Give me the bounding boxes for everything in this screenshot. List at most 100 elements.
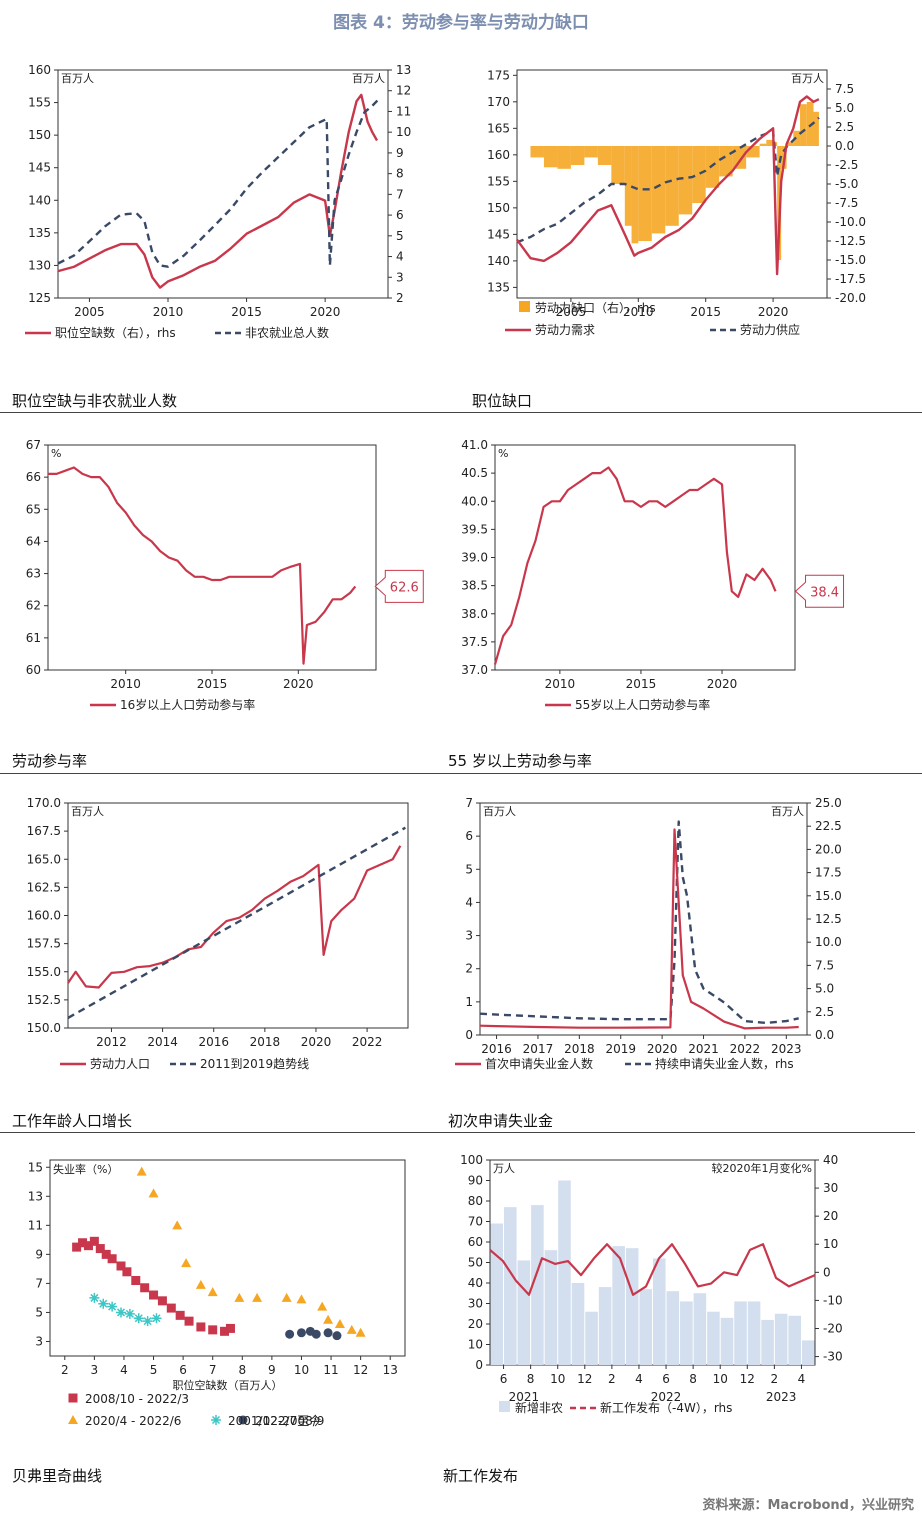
legend-label: 劳动力人口 <box>90 1057 150 1071</box>
y-tick-label: 7 <box>465 796 473 810</box>
scatter-point <box>95 1244 105 1254</box>
scatter-point <box>323 1314 334 1324</box>
legend-swatch <box>211 1415 221 1425</box>
y-tick-label: 162.5 <box>27 880 61 894</box>
series-line-supply <box>516 116 820 244</box>
y2-tick-label: -15.0 <box>835 253 866 267</box>
y2-tick-label: 11 <box>396 104 411 118</box>
y-tick-label: 37.5 <box>461 635 488 649</box>
y2-tick-label: 40 <box>823 1153 838 1167</box>
right-unit-label: 百万人 <box>771 805 804 818</box>
x-tick-label: 2005 <box>556 305 587 319</box>
x-tick-label: 9 <box>268 1363 276 1377</box>
x-tick-label: 12 <box>353 1363 368 1377</box>
scatter-point <box>207 1287 218 1297</box>
y2-tick-label: 7.5 <box>815 958 834 972</box>
bar-nonfarm <box>504 1207 517 1365</box>
y2-tick-label: -30 <box>823 1350 843 1364</box>
legend-label: 持续申请失业金人数，rhs <box>655 1056 794 1071</box>
y-tick-label: 37.0 <box>461 663 488 677</box>
y-tick-label: 30 <box>468 1297 483 1311</box>
bar-nonfarm <box>612 1246 625 1365</box>
y-tick-label: 66 <box>26 470 41 484</box>
caption-2: 职位缺口 <box>472 392 533 410</box>
y-tick-label: 20 <box>468 1317 483 1331</box>
y-tick-label: 140 <box>28 193 51 207</box>
left-unit-label: 百万人 <box>483 805 516 818</box>
y-tick-label: 145 <box>487 227 510 241</box>
y-tick-label: 160 <box>487 148 510 162</box>
chart-vacancies-payrolls: 125 130 135 140 145 150 155 160 2 3 4 5 6 7 8 9 10 11 12 13… <box>0 55 430 380</box>
scatter-point <box>334 1319 345 1329</box>
scatter-point <box>72 1242 82 1252</box>
gap-bar <box>813 111 819 146</box>
x-tick-label: 6 <box>179 1363 187 1377</box>
x-tick-label: 2015 <box>626 677 657 691</box>
x-year-label: 2022 <box>651 1390 682 1404</box>
gap-bar <box>806 101 814 146</box>
divider <box>0 773 922 774</box>
y-tick-label: 157.5 <box>27 937 61 951</box>
caption-5: 工作年龄人口增长 <box>12 1112 133 1130</box>
left-unit-label: % <box>51 447 61 460</box>
chart-svg: 3 5 7 9 11 13 15 2 3 4 5 6 7 8 9 10 11 12 13 失业率（%） 职位空缺数（百万… <box>28 1159 406 1428</box>
y-tick-label: 135 <box>487 280 510 294</box>
legend-swatch <box>499 1401 510 1412</box>
gap-bar <box>766 139 774 146</box>
y2-tick-label: -12.5 <box>835 234 866 248</box>
left-unit-label: 万人 <box>493 1162 515 1175</box>
bar-nonfarm <box>693 1293 707 1365</box>
y-tick-label: 150 <box>487 201 510 215</box>
y-tick-label: 130 <box>28 258 51 272</box>
gap-bar <box>570 146 585 165</box>
x-tick-label: 2019 <box>605 1042 636 1056</box>
gap-bar <box>543 146 558 168</box>
y2-tick-label: 30 <box>823 1181 838 1195</box>
last-value-label: 38.4 <box>810 585 839 600</box>
x-tick-label: 2015 <box>197 677 228 691</box>
x-tick-label: 8 <box>527 1372 535 1386</box>
y-tick-label: 5 <box>35 1305 43 1319</box>
x-tick-label: 2010 <box>623 305 654 319</box>
y2-tick-label: 10 <box>396 125 411 139</box>
divider <box>0 412 922 413</box>
plot-frame <box>479 802 808 1036</box>
x-tick-label: 3 <box>91 1363 99 1377</box>
left-unit-label: 百万人 <box>71 805 104 818</box>
y-tick-label: 175 <box>487 68 510 82</box>
y-tick-label: 3 <box>35 1334 43 1348</box>
scatter-point <box>220 1326 230 1336</box>
y-tick-label: 135 <box>28 226 51 240</box>
x-tick-label: 7 <box>209 1363 217 1377</box>
y-tick-label: 63 <box>26 567 41 581</box>
scatter-point <box>131 1276 141 1286</box>
chart-svg: 135 140 145 150 155 160 165 170 175 7.5 5.0 2.5 0.0 -… <box>487 68 866 337</box>
y-tick-label: 155 <box>487 174 510 188</box>
x-tick-label: 6 <box>662 1372 670 1386</box>
x-tick-label: 2022 <box>352 1035 383 1049</box>
gap-bar <box>584 146 598 158</box>
y2-tick-label: -17.5 <box>835 272 866 286</box>
y2-tick-label: -10 <box>823 1293 843 1307</box>
x-tick-label: 12 <box>577 1372 592 1386</box>
scatter-point <box>78 1238 88 1248</box>
scatter-point <box>355 1327 366 1337</box>
bar-nonfarm <box>747 1301 761 1365</box>
left-unit-label: 百万人 <box>61 72 94 85</box>
y-tick-label: 39.0 <box>461 551 488 565</box>
scatter-point <box>181 1258 192 1268</box>
legend-swatch <box>519 301 530 312</box>
y-tick-label: 165.0 <box>27 852 61 866</box>
x-tick-label: 8 <box>238 1363 246 1377</box>
y-tick-label: 9 <box>35 1247 43 1261</box>
y2-tick-label: 13 <box>396 63 411 77</box>
bar-nonfarm <box>801 1340 815 1365</box>
bar-nonfarm <box>774 1313 788 1365</box>
x-tick-label: 8 <box>689 1372 697 1386</box>
y2-tick-label: 12 <box>396 84 411 98</box>
y-tick-label: 170.0 <box>27 796 61 810</box>
x-tick-label: 2020 <box>758 305 789 319</box>
last-value-label: 62.6 <box>390 580 419 595</box>
chart-svg: 125 130 135 140 145 150 155 160 2 3 4 5 6 7 8 9 10 11 12 13… <box>25 63 411 340</box>
scatter-point <box>136 1166 147 1176</box>
